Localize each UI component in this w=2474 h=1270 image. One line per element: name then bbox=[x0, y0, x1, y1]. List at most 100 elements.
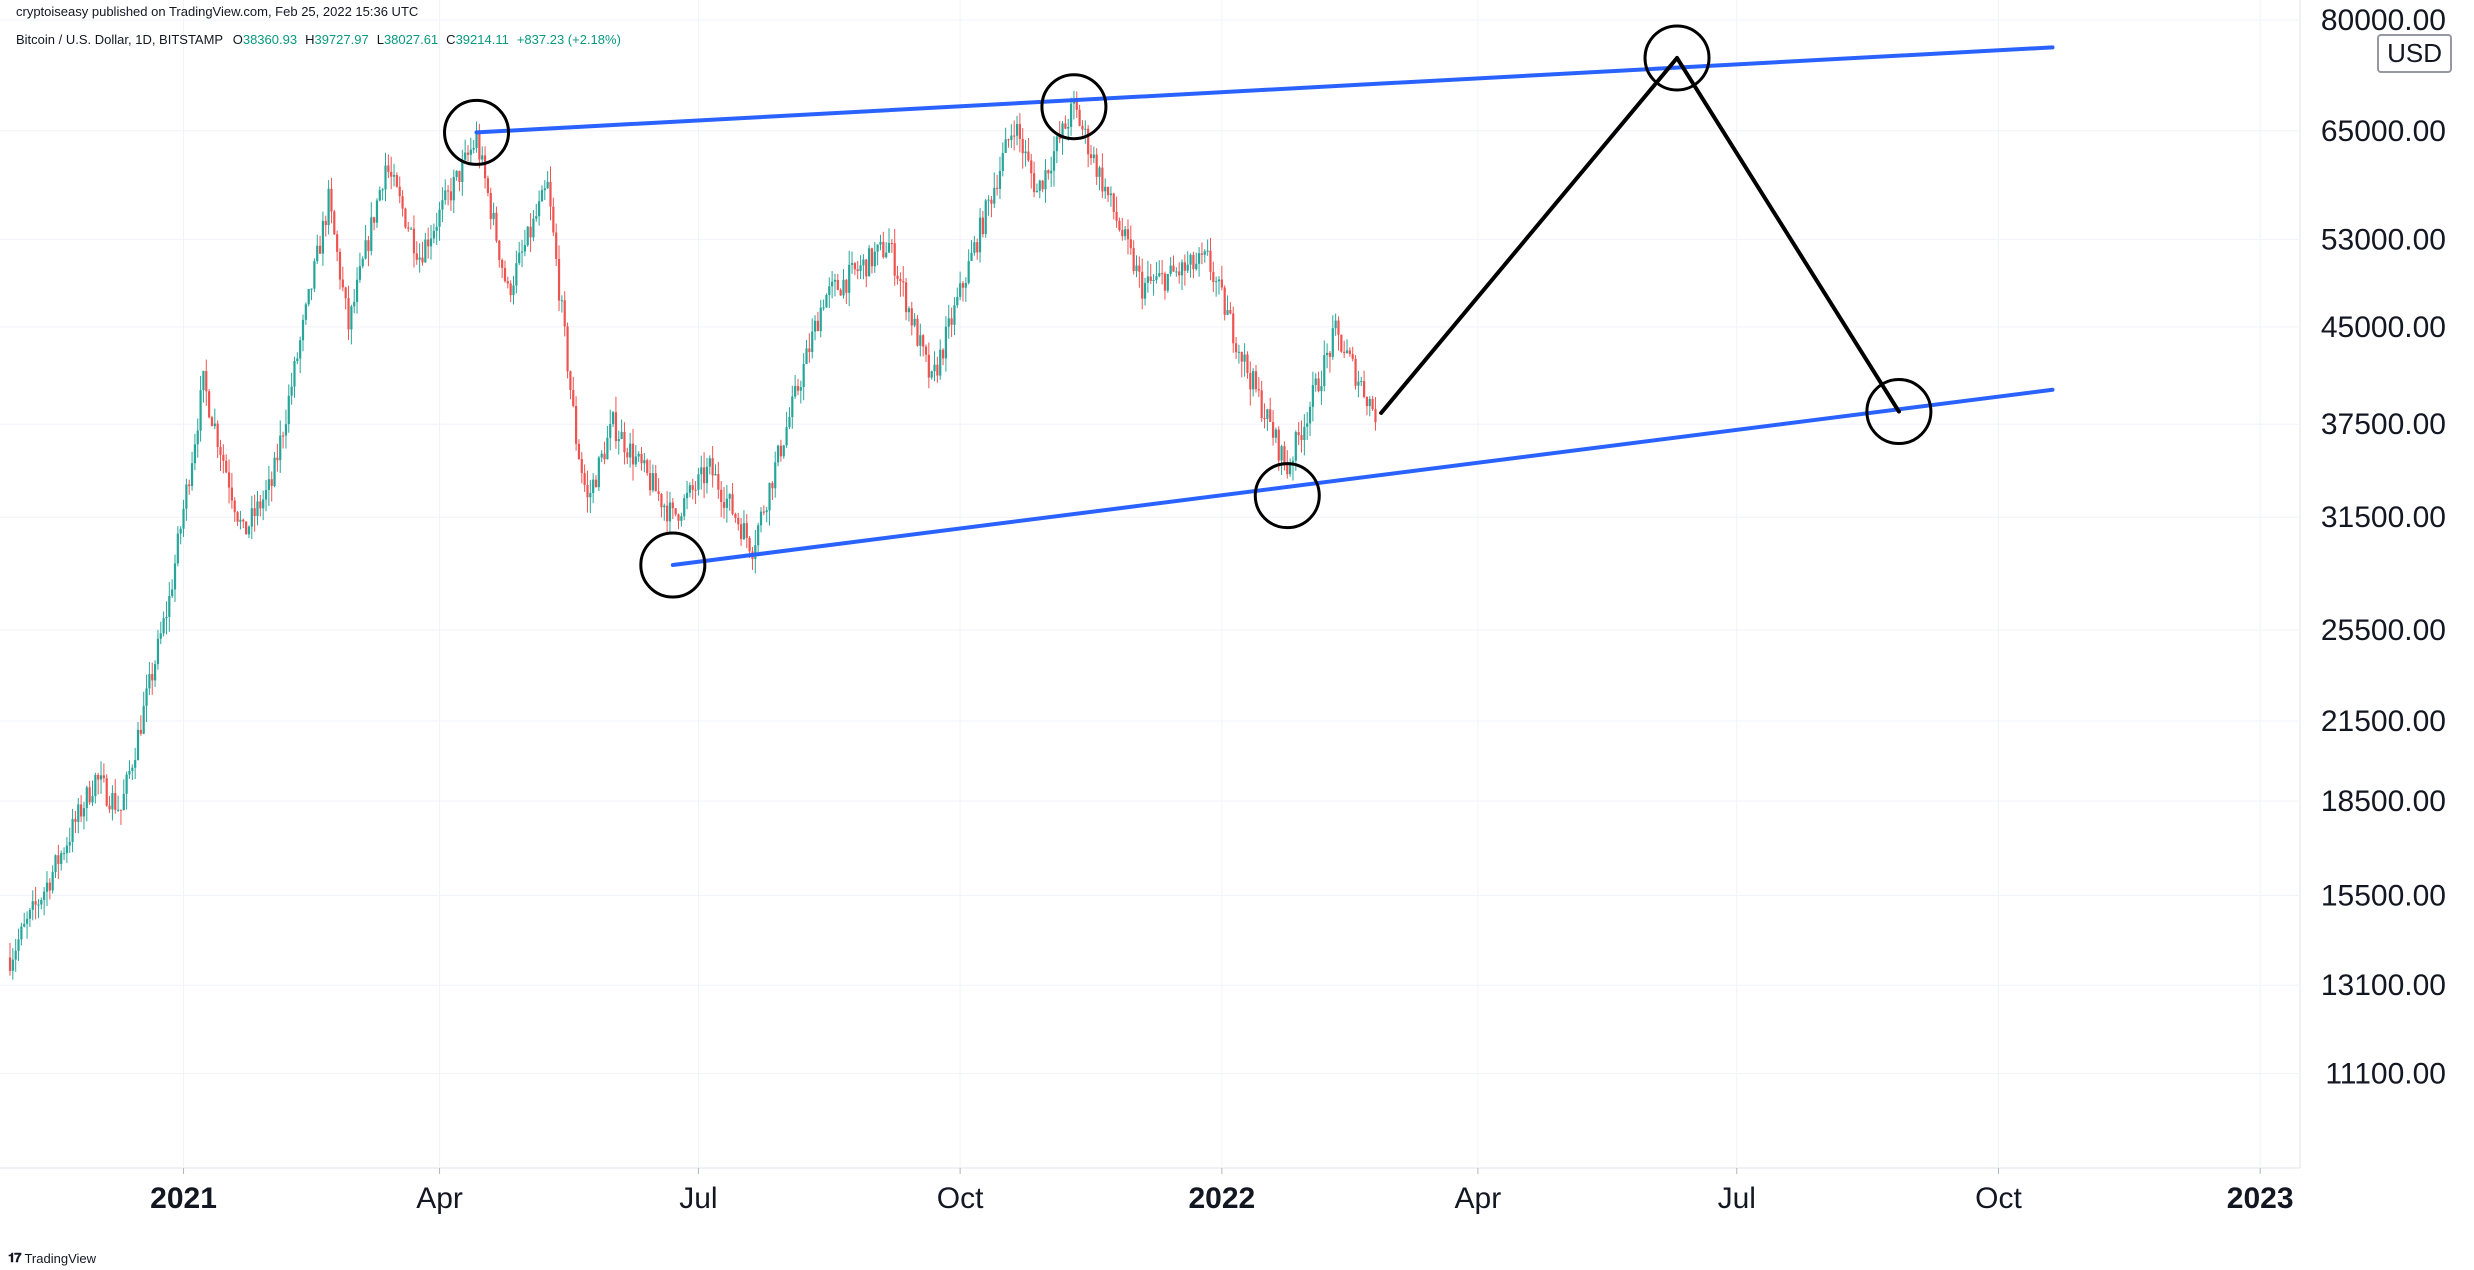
candle-body bbox=[776, 445, 780, 463]
candle-body bbox=[34, 901, 37, 905]
candle-body bbox=[657, 491, 660, 494]
candle-body bbox=[1172, 265, 1175, 272]
candle-body bbox=[8, 957, 12, 971]
candle-body bbox=[264, 489, 268, 500]
price-tick-label: 18500.00 bbox=[2321, 785, 2446, 818]
candle-body bbox=[600, 453, 603, 458]
candle-body bbox=[594, 479, 598, 488]
candle-body bbox=[896, 275, 899, 279]
candle-body bbox=[518, 252, 521, 264]
candle-body bbox=[446, 190, 450, 192]
candle-body bbox=[819, 307, 822, 332]
channel-lower-line bbox=[670, 387, 2055, 568]
candle-body bbox=[868, 248, 871, 277]
candle-body bbox=[634, 456, 637, 465]
candle-body bbox=[728, 494, 731, 499]
candle-body bbox=[1078, 109, 1081, 126]
candle-body bbox=[1061, 123, 1064, 140]
candle-body bbox=[1197, 253, 1201, 264]
candle-body bbox=[538, 201, 541, 217]
price-axis[interactable]: 80000.00 65000.00 53000.00 45000.00 37500.00… bbox=[2321, 4, 2446, 1091]
candle-body bbox=[1234, 343, 1238, 353]
candle-body bbox=[301, 319, 305, 341]
candle-body bbox=[159, 633, 162, 639]
candle-body bbox=[1084, 128, 1087, 130]
candle-body bbox=[1195, 263, 1198, 270]
time-tick-label: 2023 bbox=[2227, 1182, 2294, 1215]
candle-body bbox=[532, 218, 535, 238]
candle-body bbox=[1041, 180, 1044, 190]
currency-badge[interactable]: USD bbox=[2377, 34, 2452, 73]
candle-body bbox=[685, 492, 689, 499]
candle-body bbox=[1354, 358, 1357, 386]
candle-body bbox=[1277, 429, 1280, 461]
candle-body bbox=[48, 882, 51, 891]
candle-body bbox=[432, 230, 435, 239]
highlight-circle bbox=[639, 531, 707, 599]
candle-body bbox=[196, 430, 199, 445]
time-tick-label: Apr bbox=[1455, 1182, 1502, 1215]
candle-body bbox=[737, 517, 740, 525]
candle-body bbox=[412, 228, 416, 254]
candle-body bbox=[990, 199, 993, 204]
candle-body bbox=[358, 266, 362, 280]
symbol-title[interactable]: Bitcoin / U.S. Dollar, 1D, BITSTAMP bbox=[16, 32, 224, 47]
candle-body bbox=[481, 155, 484, 160]
candle-body bbox=[353, 301, 356, 307]
highlight-circle bbox=[1643, 24, 1711, 92]
candle-body bbox=[498, 240, 501, 260]
candle-body bbox=[344, 287, 347, 299]
time-axis[interactable]: 2021 Apr Jul Oct 2022 Apr Jul Oct 2023 bbox=[150, 1168, 2294, 1215]
candle-body bbox=[808, 348, 811, 353]
candle-body bbox=[546, 181, 549, 189]
candle-body bbox=[845, 279, 848, 293]
candle-body bbox=[617, 439, 620, 442]
candle-body bbox=[1075, 98, 1078, 110]
candle-body bbox=[703, 467, 706, 484]
candle-body bbox=[375, 200, 379, 223]
candle-body bbox=[208, 391, 211, 418]
candle-body bbox=[626, 452, 629, 458]
candle-body bbox=[1155, 276, 1158, 281]
candle-body bbox=[1115, 211, 1118, 221]
candle-body bbox=[885, 252, 888, 258]
candle-body bbox=[1007, 139, 1010, 141]
candle-body bbox=[219, 447, 222, 455]
candle-body bbox=[424, 239, 427, 263]
ohlc-values: O38360.93 H39727.97 L38027.61 C39214.11 +837… bbox=[233, 32, 629, 47]
candle-body bbox=[31, 901, 34, 910]
candle-body bbox=[947, 318, 950, 327]
candle-body bbox=[1351, 353, 1354, 359]
candle-body bbox=[978, 217, 982, 253]
candle-body bbox=[145, 688, 148, 706]
candle-body bbox=[336, 234, 339, 252]
candle-body bbox=[757, 525, 760, 546]
candle-body bbox=[1306, 423, 1309, 427]
candle-body bbox=[1249, 372, 1252, 390]
candle-body bbox=[54, 855, 57, 873]
candle-body bbox=[1311, 385, 1314, 407]
candle-body bbox=[722, 502, 726, 508]
candle-body bbox=[529, 226, 532, 238]
candle-body bbox=[1220, 279, 1223, 288]
candle-body bbox=[85, 787, 88, 809]
projection-path-line bbox=[1379, 55, 1680, 415]
candle-body bbox=[842, 279, 845, 296]
price-tick-label: 53000.00 bbox=[2321, 224, 2446, 257]
candle-body bbox=[856, 269, 859, 271]
candle-body bbox=[1331, 328, 1334, 357]
candle-body bbox=[739, 524, 743, 540]
candle-body bbox=[944, 326, 948, 359]
candle-body bbox=[475, 133, 478, 148]
candle-body bbox=[1018, 124, 1021, 139]
candle-body bbox=[506, 281, 509, 284]
ohlc-value: 39727.97 bbox=[314, 32, 369, 47]
candle-body bbox=[441, 200, 444, 210]
candle-body bbox=[683, 498, 686, 517]
candle-body bbox=[247, 526, 251, 535]
candle-body bbox=[287, 395, 290, 425]
ohlc-label: H bbox=[305, 32, 315, 47]
candle-body bbox=[859, 265, 862, 271]
candle-body bbox=[887, 242, 891, 253]
